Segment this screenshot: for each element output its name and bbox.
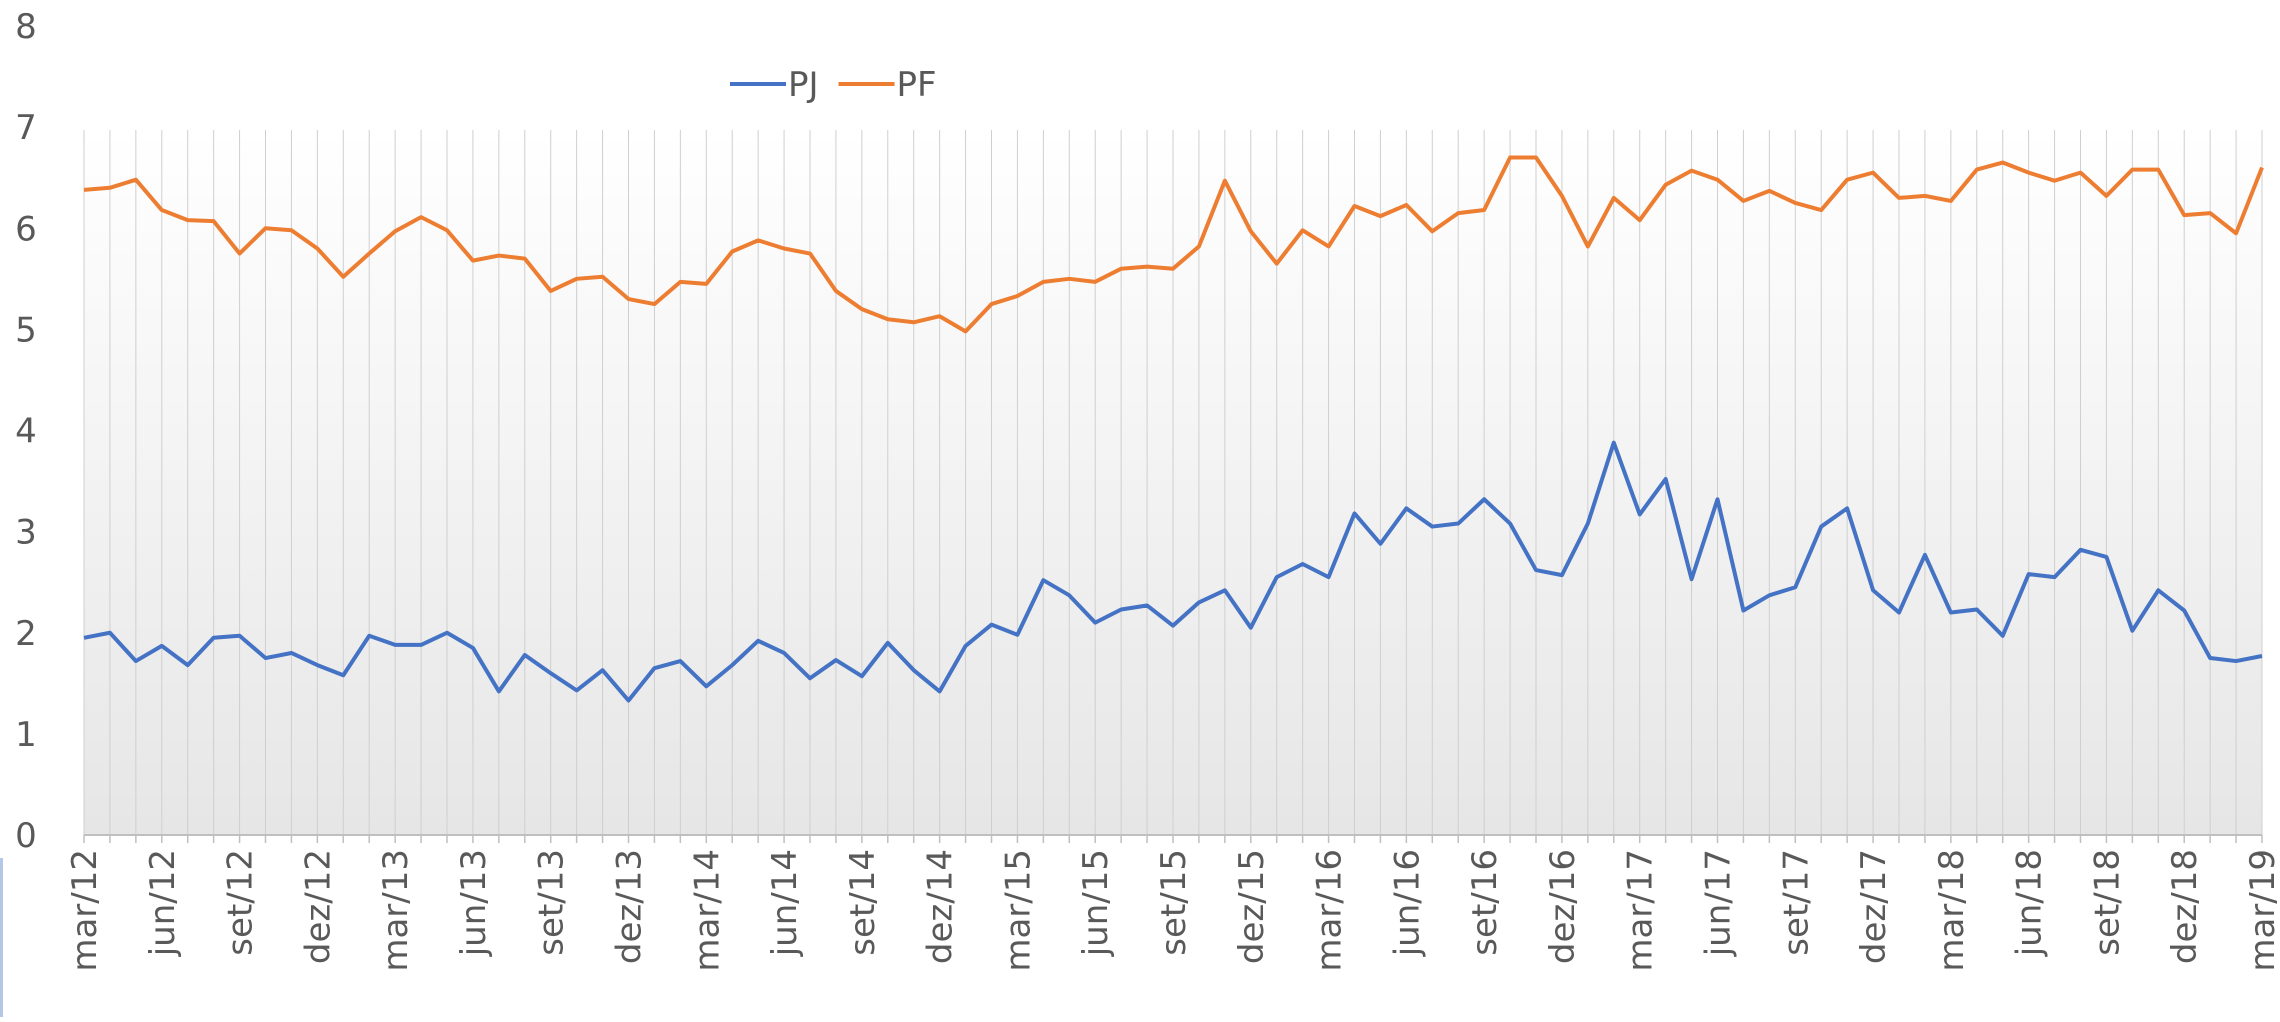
edge	[0, 858, 3, 1017]
y-tick-label: 7	[15, 108, 37, 148]
x-tick-label: dez/15	[1232, 849, 1272, 964]
x-tick-label: mar/18	[1932, 849, 1972, 972]
x-tick-label: dez/18	[2165, 849, 2205, 964]
x-tick-label: mar/14	[687, 849, 727, 972]
x-tick-label: mar/19	[2243, 849, 2280, 972]
x-tick-label: mar/15	[998, 849, 1038, 972]
x-tick-label: jun/13	[454, 849, 494, 957]
y-tick-label: 5	[15, 310, 37, 350]
x-tick-label: jun/16	[1387, 849, 1427, 957]
y-tick-label: 6	[15, 209, 37, 249]
x-tick-label: dez/13	[610, 849, 650, 964]
y-tick-label: 8	[15, 7, 37, 47]
x-tick-label: dez/14	[921, 849, 961, 964]
x-tick-label: mar/17	[1621, 849, 1661, 972]
x-tick-label: dez/17	[1854, 849, 1894, 964]
x-tick-label: set/18	[2087, 849, 2127, 956]
series-line	[83, 440, 2263, 703]
x-tick-label: dez/16	[1543, 849, 1583, 964]
legend-label: PF	[897, 65, 937, 105]
y-tick-label: 2	[15, 614, 37, 654]
x-tick-label: mar/13	[376, 849, 416, 972]
series-line	[83, 155, 2264, 334]
x-tick-label: set/15	[1154, 849, 1194, 956]
y-tick-label: 4	[15, 412, 37, 452]
x-tick-label: jun/18	[2010, 849, 2050, 957]
legend-label: PJ	[788, 65, 819, 105]
x-tick-label: jun/15	[1076, 849, 1116, 957]
y-tick-label: 1	[15, 715, 37, 755]
y-tick-label: 0	[15, 816, 37, 856]
x-tick-label: set/14	[843, 849, 883, 956]
x-tick-label: set/12	[221, 849, 261, 956]
x-tick-label: jun/14	[765, 849, 805, 957]
x-tick-label: mar/12	[65, 849, 105, 972]
y-tick-label: 3	[15, 513, 37, 553]
x-tick-label: jun/12	[143, 849, 183, 957]
x-tick-label: mar/16	[1310, 849, 1350, 972]
x-tick-label: set/16	[1465, 849, 1505, 956]
x-tick-label: jun/17	[1699, 849, 1739, 957]
x-tick-label: set/17	[1776, 849, 1816, 956]
x-tick-label: set/13	[532, 849, 572, 956]
x-tick-label: dez/12	[298, 849, 338, 964]
